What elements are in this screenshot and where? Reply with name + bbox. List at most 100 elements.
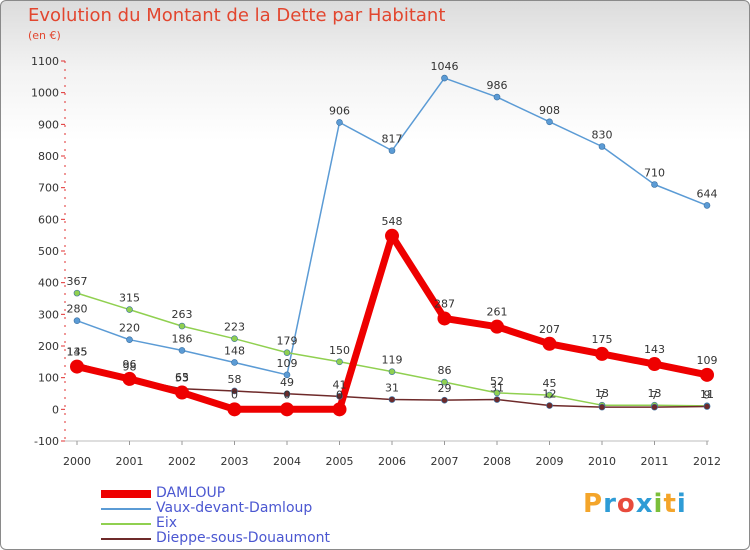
data-label-eix: 86 bbox=[438, 364, 452, 377]
series-points bbox=[70, 74, 714, 417]
data-label-dieppe-sous-douaumont: 98 bbox=[123, 360, 137, 373]
data-point-eix bbox=[283, 349, 291, 356]
data-point-damloup bbox=[175, 385, 189, 400]
data-label-dieppe-sous-douaumont: 29 bbox=[438, 382, 452, 395]
data-labels: 135 96 53 0 0 0 548 287 261 207 175 143 109 280 220 186… bbox=[67, 60, 718, 402]
data-label-damloup: 0 bbox=[284, 388, 291, 401]
data-label-dieppe-sous-douaumont: 9 bbox=[704, 388, 711, 401]
data-label-eix: 179 bbox=[277, 335, 298, 348]
x-tick-label: 2004 bbox=[273, 455, 301, 468]
data-label-eix: 119 bbox=[382, 354, 403, 367]
data-label-eix: 223 bbox=[224, 321, 245, 334]
data-label-eix: 150 bbox=[329, 344, 350, 357]
data-label-vaux-devant-damloup: 109 bbox=[277, 357, 298, 370]
data-label-vaux-devant-damloup: 220 bbox=[119, 322, 140, 335]
y-tick-label: 1100 bbox=[31, 55, 59, 68]
data-point-eix bbox=[126, 306, 133, 313]
data-label-dieppe-sous-douaumont: 7 bbox=[651, 389, 658, 402]
data-point-vaux-devant-damloup bbox=[493, 93, 501, 101]
data-point-vaux-devant-damloup bbox=[703, 202, 711, 209]
legend-swatch bbox=[101, 508, 151, 510]
x-tick-label: 2012 bbox=[693, 455, 721, 468]
data-point-eix bbox=[493, 389, 501, 397]
y-tick-label: 700 bbox=[38, 182, 59, 195]
logo-letter: i bbox=[676, 489, 687, 519]
data-label-vaux-devant-damloup: 817 bbox=[382, 133, 403, 146]
data-label-eix: 263 bbox=[172, 308, 193, 321]
x-tick-label: 2003 bbox=[221, 455, 249, 468]
data-label-damloup: 207 bbox=[539, 323, 560, 336]
data-label-damloup: 135 bbox=[67, 346, 88, 359]
data-label-damloup: 109 bbox=[697, 354, 718, 367]
data-label-dieppe-sous-douaumont: 12 bbox=[543, 388, 557, 401]
y-tick-label: 100 bbox=[38, 372, 59, 385]
x-tick-label: 2009 bbox=[536, 455, 564, 468]
data-point-dieppe-sous-douaumont bbox=[231, 387, 238, 395]
y-tick-label: 800 bbox=[38, 150, 59, 163]
chart-axes: -100010020030040050060070080090010001100… bbox=[31, 55, 721, 468]
data-point-dieppe-sous-douaumont bbox=[598, 403, 606, 411]
data-point-eix bbox=[178, 322, 186, 330]
data-point-damloup bbox=[227, 402, 242, 417]
data-label-dieppe-sous-douaumont: 41 bbox=[333, 378, 347, 391]
legend-label: Dieppe-sous-Douaumont bbox=[156, 530, 331, 546]
data-label-vaux-devant-damloup: 280 bbox=[67, 303, 88, 316]
data-label-eix: 13 bbox=[648, 387, 662, 400]
data-label-vaux-devant-damloup: 186 bbox=[172, 332, 193, 345]
data-label-dieppe-sous-douaumont: 145 bbox=[67, 345, 88, 358]
y-tick-label: 300 bbox=[38, 308, 59, 321]
data-point-damloup bbox=[647, 357, 662, 372]
data-label-dieppe-sous-douaumont: 49 bbox=[280, 376, 294, 389]
data-point-eix bbox=[336, 358, 343, 366]
data-point-dieppe-sous-douaumont bbox=[283, 390, 291, 398]
data-label-damloup: 143 bbox=[644, 343, 665, 356]
legend-label: Eix bbox=[156, 515, 178, 531]
legend-label: DAMLOUP bbox=[156, 485, 226, 501]
data-point-dieppe-sous-douaumont bbox=[546, 402, 553, 409]
chart-title: Evolution du Montant de la Dette par Hab… bbox=[28, 5, 446, 26]
y-tick-label: 500 bbox=[38, 245, 59, 258]
x-tick-label: 2008 bbox=[483, 455, 511, 468]
y-tick-label: 900 bbox=[38, 118, 59, 131]
data-point-eix bbox=[388, 368, 396, 375]
data-label-damloup: 287 bbox=[434, 297, 455, 310]
x-tick-label: 2001 bbox=[116, 455, 144, 468]
data-label-damloup: 0 bbox=[231, 388, 238, 401]
y-tick-label: 1000 bbox=[31, 87, 59, 100]
data-label-eix: 367 bbox=[67, 275, 88, 288]
y-tick-label: 600 bbox=[38, 213, 59, 226]
x-tick-label: 2000 bbox=[63, 455, 91, 468]
logo-letter: x bbox=[635, 489, 654, 519]
data-label-vaux-devant-damloup: 908 bbox=[539, 104, 560, 117]
data-point-damloup bbox=[332, 402, 347, 417]
data-point-damloup bbox=[490, 319, 504, 334]
logo-letter: r bbox=[603, 489, 617, 519]
data-label-dieppe-sous-douaumont: 31 bbox=[385, 382, 399, 395]
data-label-damloup: 261 bbox=[487, 306, 508, 319]
data-label-dieppe-sous-douaumont: 65 bbox=[175, 371, 189, 384]
data-point-dieppe-sous-douaumont bbox=[388, 396, 396, 403]
data-point-damloup bbox=[595, 346, 609, 361]
data-label-eix: 11 bbox=[700, 388, 714, 401]
data-point-damloup bbox=[437, 311, 452, 326]
data-point-vaux-devant-damloup bbox=[336, 119, 343, 126]
x-tick-label: 2010 bbox=[588, 455, 616, 468]
data-label-vaux-devant-damloup: 906 bbox=[329, 104, 350, 117]
x-tick-label: 2005 bbox=[326, 455, 354, 468]
y-tick-label: 200 bbox=[38, 340, 59, 353]
x-tick-label: 2011 bbox=[641, 455, 669, 468]
data-point-damloup bbox=[385, 228, 399, 243]
data-point-damloup bbox=[280, 402, 294, 417]
y-tick-label: 0 bbox=[52, 403, 59, 416]
y-tick-label: 400 bbox=[38, 277, 59, 290]
data-point-vaux-devant-damloup bbox=[178, 347, 186, 354]
data-label-vaux-devant-damloup: 148 bbox=[224, 344, 245, 357]
legend-swatch bbox=[101, 523, 151, 525]
data-label-eix: 315 bbox=[119, 292, 140, 305]
data-point-eix bbox=[441, 378, 448, 386]
data-point-damloup bbox=[700, 367, 714, 382]
data-label-vaux-devant-damloup: 830 bbox=[592, 129, 613, 142]
data-label-dieppe-sous-douaumont: 31 bbox=[490, 382, 504, 395]
